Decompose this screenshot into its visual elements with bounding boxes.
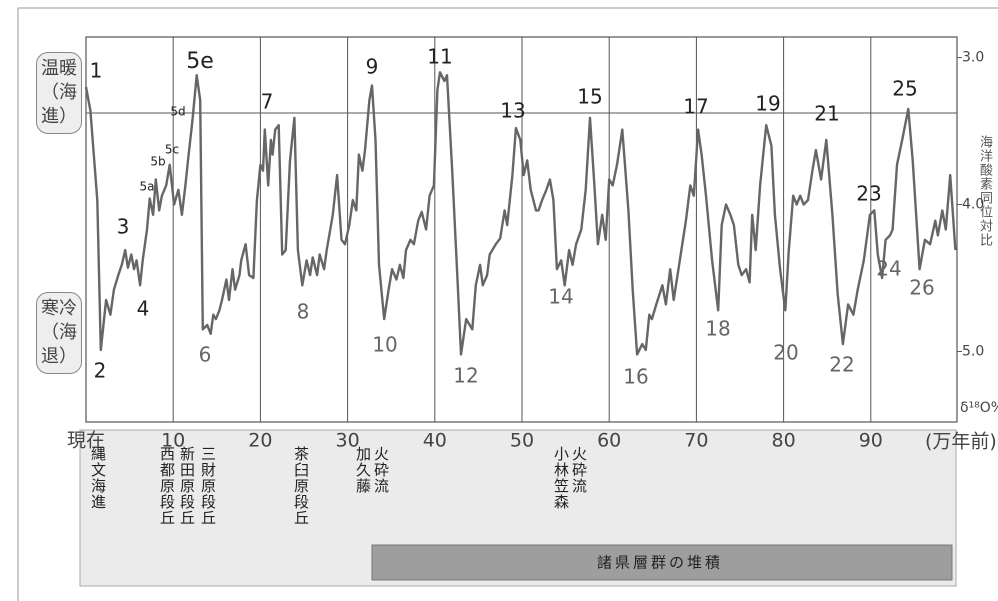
stage-label: 22 — [829, 353, 854, 377]
stage-label: 23 — [856, 182, 881, 206]
warm-label: 温暖（海進） — [36, 52, 82, 134]
y-tick-label: 4.0 — [962, 197, 984, 213]
event-label: 三財原段丘 — [199, 446, 217, 526]
y-axis-label: 海洋酸素同位対比 — [977, 135, 992, 247]
stage-label: 15 — [577, 85, 602, 109]
y-tick-label: 5.0 — [962, 343, 984, 359]
deposit-label: 諸県層群の堆積 — [597, 554, 723, 572]
event-label: 縄文海進 — [89, 446, 107, 510]
stage-label: 5b — [150, 155, 165, 169]
stage-label: 26 — [909, 276, 934, 300]
stage-label: 6 — [199, 343, 212, 367]
x-tick-label: 20 — [248, 430, 272, 452]
stage-label: 13 — [500, 99, 525, 123]
stage-label: 21 — [814, 102, 839, 126]
x-tick-label: 80 — [772, 430, 796, 452]
stage-label: 16 — [623, 365, 648, 389]
stage-label: 17 — [683, 95, 708, 119]
event-label: 小林笠森 — [552, 446, 570, 510]
stage-label: 1 — [90, 59, 103, 83]
x-tick-label: 40 — [423, 430, 447, 452]
stage-label: 5d — [170, 105, 185, 119]
isotope-curve — [84, 71, 957, 356]
stage-label: 12 — [453, 364, 478, 388]
stage-label: 19 — [755, 92, 780, 116]
stage-label: 11 — [427, 45, 452, 69]
stage-label: 10 — [372, 333, 397, 357]
x-tick-label: 10 — [161, 430, 185, 452]
x-tick-label: 60 — [597, 430, 621, 452]
stage-label: 5c — [165, 143, 179, 157]
stage-label: 24 — [876, 257, 901, 281]
y-tick-label: 3.0 — [962, 50, 984, 66]
stage-label: 8 — [297, 300, 310, 324]
stage-label: 25 — [892, 77, 917, 101]
event-label: 茶臼原段丘 — [292, 446, 310, 526]
stage-label: 5a — [140, 180, 155, 194]
stage-label: 4 — [137, 297, 150, 321]
stage-label: 20 — [773, 341, 798, 365]
stage-label: 14 — [548, 285, 573, 309]
x-tick-label: 90 — [859, 430, 883, 452]
stage-label: 7 — [261, 90, 274, 114]
deposit-bar — [371, 544, 953, 581]
stage-label: 5e — [186, 49, 214, 74]
cold-label: 寒冷（海退） — [36, 292, 82, 374]
x-tick-label: 70 — [684, 430, 708, 452]
event-label: 火砕流 — [570, 446, 588, 494]
event-label: 新田原段丘 — [178, 446, 196, 526]
y-unit-label: δ¹⁸O‰ — [960, 400, 998, 416]
stage-label: 18 — [705, 317, 730, 341]
stage-label: 9 — [366, 55, 379, 79]
event-label: 加久藤 — [354, 446, 372, 494]
stage-label: 2 — [94, 359, 107, 383]
stage-label: 3 — [117, 215, 130, 239]
event-label: 火砕流 — [372, 446, 390, 494]
x-axis-label: (万年前) — [925, 431, 997, 453]
event-label: 西都原段丘 — [158, 446, 176, 526]
x-tick-label: 50 — [510, 430, 534, 452]
x-tick-label: 30 — [336, 430, 360, 452]
x-tick-label: 現在 — [67, 430, 105, 452]
